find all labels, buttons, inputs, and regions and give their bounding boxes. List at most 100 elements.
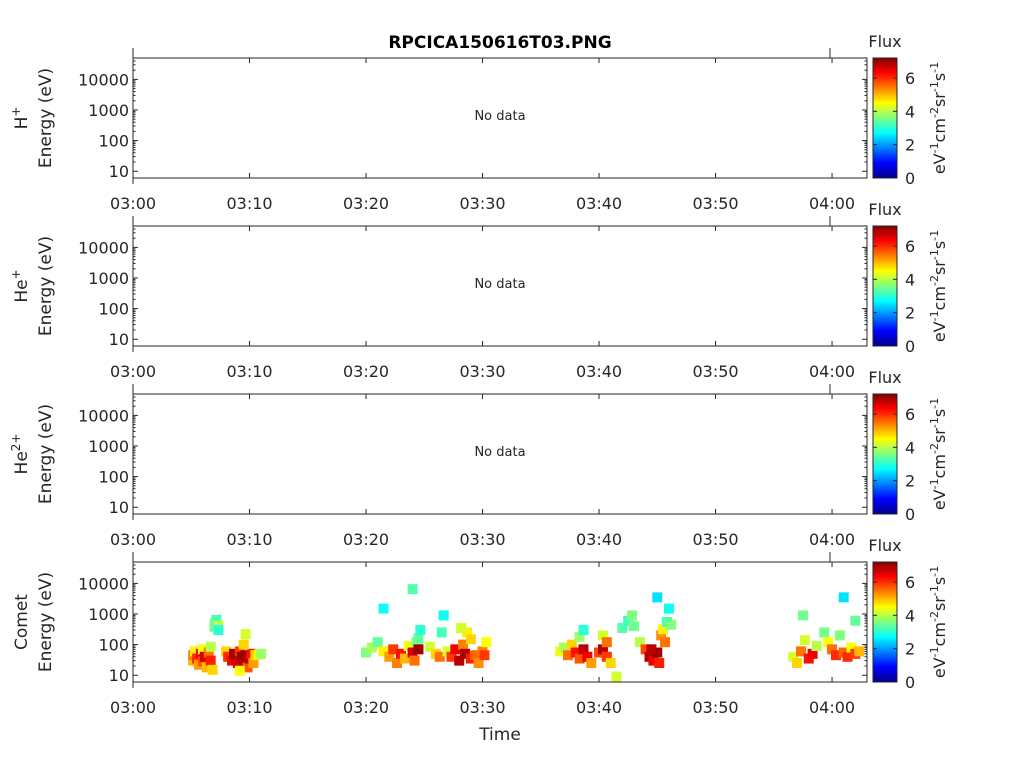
unit-part: -2 — [928, 107, 941, 118]
data-cell — [846, 642, 857, 653]
data-cell — [238, 639, 249, 650]
panel-4: 03:00 03:10 03:20 03:30 03:40 03:50 04:00 10 100… — [12, 536, 949, 717]
panel-2: 03:00 03:10 03:20 03:30 03:40 03:50 04:00 10 100… — [9, 200, 949, 381]
x-tick-label: 03:10 — [226, 194, 272, 213]
data-cell — [623, 615, 634, 626]
data-cell — [578, 625, 589, 636]
data-cell — [465, 634, 476, 645]
data-cell — [660, 637, 671, 648]
data-cell — [446, 651, 457, 662]
data-cell — [597, 644, 608, 655]
data-cell — [807, 648, 818, 659]
colorbar-unit-label: eV-1cm-2sr-1s-1 — [928, 566, 949, 678]
plot-frame — [132, 561, 868, 683]
data-cell — [256, 648, 267, 659]
data-cell — [797, 610, 808, 621]
data-cell — [617, 622, 628, 633]
data-cell — [207, 664, 218, 675]
x-tick-label: 03:40 — [576, 698, 622, 717]
figure-title: RPCICA150616T03.PNG — [388, 33, 611, 53]
x-tick-label: 03:50 — [692, 362, 738, 381]
no-data-message: No data — [474, 109, 525, 124]
no-data-message: No data — [474, 445, 525, 460]
data-cell — [436, 627, 447, 638]
data-cell — [366, 642, 377, 653]
data-cell — [392, 658, 403, 669]
x-tick-label: 03:50 — [692, 194, 738, 213]
colorbar-title: Flux — [868, 368, 901, 387]
unit-part: eV — [930, 321, 949, 342]
species-charge: 2+ — [9, 434, 23, 452]
x-tick-label: 03:40 — [576, 530, 622, 549]
data-cell — [407, 647, 418, 658]
data-cell — [211, 614, 222, 625]
data-cell — [242, 662, 253, 673]
species-charge: + — [9, 107, 23, 117]
data-cell — [413, 644, 424, 655]
y-tick-label: 1000 — [88, 437, 129, 456]
data-cell — [640, 644, 651, 655]
species-name: He — [12, 451, 32, 474]
data-cell — [646, 644, 657, 655]
colorbar-tick-label: 2 — [905, 472, 915, 491]
data-cell — [460, 648, 471, 659]
colorbar — [872, 393, 898, 515]
x-tick-label: 03:20 — [343, 530, 389, 549]
y-axis-label: Energy (eV) — [36, 572, 56, 672]
x-tick-label: 03:30 — [459, 194, 505, 213]
species-label: He+ — [9, 269, 32, 302]
species-label: H+ — [9, 107, 32, 130]
data-cell — [611, 671, 622, 682]
unit-part: sr — [930, 92, 949, 107]
colorbar-tick-label: 2 — [905, 304, 915, 323]
data-cell — [205, 641, 216, 652]
data-cell — [559, 642, 570, 653]
x-tick-label: 03:00 — [110, 530, 156, 549]
y-axis-label: Energy (eV) — [36, 236, 56, 336]
data-cell — [658, 624, 669, 635]
x-tick-label: 03:00 — [110, 698, 156, 717]
data-cell — [461, 627, 472, 638]
data-cell — [425, 641, 436, 652]
data-cell — [654, 658, 665, 669]
data-cell — [403, 641, 414, 652]
data-cell — [434, 651, 445, 662]
data-cell — [234, 665, 245, 676]
x-tick-label: 03:30 — [459, 362, 505, 381]
unit-part: sr — [930, 260, 949, 275]
unit-part: -1 — [928, 249, 941, 260]
x-tick-label: 03:40 — [576, 362, 622, 381]
data-cell — [850, 615, 861, 626]
data-cell — [378, 603, 389, 614]
unit-part: -1 — [928, 81, 941, 92]
colorbar-tick-label: 2 — [905, 640, 915, 659]
x-tick-label: 03:40 — [576, 194, 622, 213]
data-cell — [827, 644, 838, 655]
unit-part: -1 — [928, 230, 941, 241]
y-tick-label: 10000 — [78, 70, 129, 89]
panels: 03:00 03:10 03:20 03:30 03:40 03:50 04:0010100… — [9, 32, 949, 717]
unit-part: cm — [930, 622, 949, 646]
colorbar-title: Flux — [868, 32, 901, 51]
data-cell — [481, 637, 492, 648]
unit-part: -1 — [928, 398, 941, 409]
data-cell — [578, 644, 589, 655]
x-tick-label: 04:00 — [809, 698, 855, 717]
unit-part: s — [930, 241, 949, 249]
unit-part: s — [930, 577, 949, 585]
y-tick-label: 10 — [109, 330, 129, 349]
data-cell — [234, 646, 245, 657]
unit-part: eV — [930, 657, 949, 678]
data-cell — [656, 630, 667, 641]
data-cell — [823, 637, 834, 648]
data-cell — [838, 592, 849, 603]
unit-part: -2 — [928, 443, 941, 454]
data-cell — [634, 637, 645, 648]
no-data-message: No data — [474, 277, 525, 292]
colorbar-unit-label: eV-1cm-2sr-1s-1 — [928, 398, 949, 510]
species-label: Comet — [12, 594, 32, 650]
y-tick-label: 10 — [109, 666, 129, 685]
unit-part: sr — [930, 428, 949, 443]
unit-part: -2 — [928, 611, 941, 622]
